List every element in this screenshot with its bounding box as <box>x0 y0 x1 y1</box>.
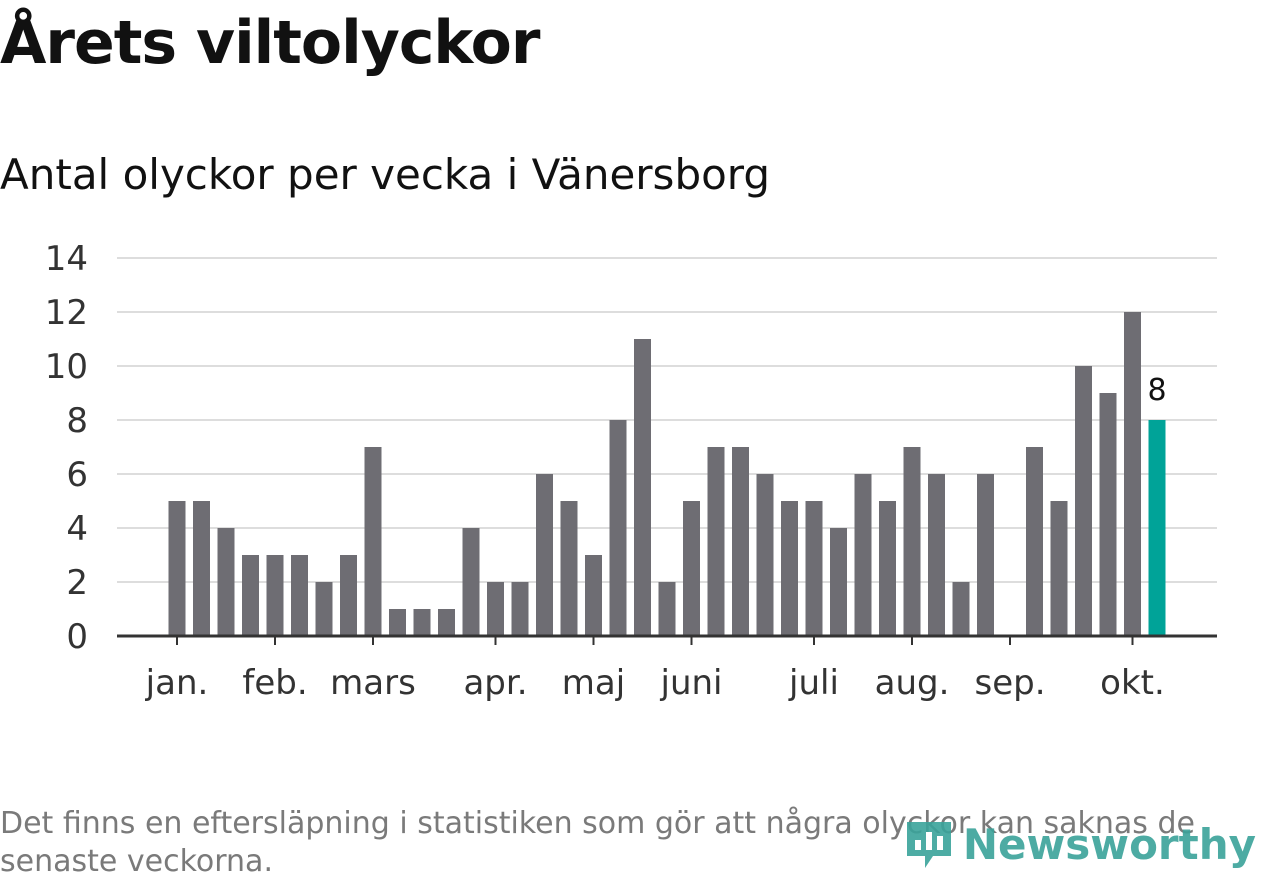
bar <box>707 447 725 636</box>
y-tick-label: 2 <box>66 563 88 603</box>
bar <box>683 501 700 636</box>
bar <box>168 501 186 636</box>
bar <box>560 501 578 636</box>
y-tick-label: 8 <box>66 401 88 441</box>
y-tick-label: 0 <box>66 617 88 657</box>
x-tick-label: okt. <box>1100 663 1165 703</box>
bar <box>781 501 798 636</box>
chart-title: Årets viltolyckor <box>0 8 540 78</box>
bar <box>291 555 308 636</box>
x-tick-label: sep. <box>974 663 1045 703</box>
grid-lines <box>117 257 1217 583</box>
bar <box>389 609 406 636</box>
y-tick-label: 14 <box>45 239 88 279</box>
bars <box>168 312 1166 636</box>
bar <box>487 582 504 636</box>
bar <box>438 609 455 636</box>
bar <box>413 609 431 636</box>
bar <box>928 474 945 636</box>
bar <box>340 555 357 636</box>
bar-chart: 0 2 4 6 8 10 12 14 8 jan. feb. mars apr. maj juni juli a… <box>45 239 1217 703</box>
axes <box>117 634 1217 645</box>
bar <box>658 582 676 636</box>
y-tick-label: 12 <box>45 293 88 333</box>
bar <box>364 447 382 636</box>
y-tick-label: 4 <box>66 509 88 549</box>
bar <box>1075 366 1092 636</box>
x-tick-label: juni <box>660 663 723 703</box>
bar <box>315 582 333 636</box>
bar <box>193 501 210 636</box>
x-tick-label: apr. <box>463 663 527 703</box>
chart-subtitle: Antal olyckor per vecka i Vänersborg <box>0 150 770 199</box>
x-tick-label: mars <box>330 663 416 703</box>
x-tick-label: aug. <box>875 663 950 703</box>
bar <box>903 447 921 636</box>
newsworthy-logo: Newsworthy <box>903 816 1256 872</box>
bar <box>609 420 627 636</box>
bar <box>830 528 847 636</box>
bar <box>952 582 970 636</box>
footnote: Det finns en eftersläpning i statistiken… <box>0 806 1195 879</box>
y-tick-label: 10 <box>45 347 88 387</box>
bar-highlight <box>1148 420 1166 636</box>
bar <box>511 582 529 636</box>
bar <box>242 555 259 636</box>
bar <box>266 555 284 636</box>
bar <box>217 528 235 636</box>
bar <box>1124 312 1141 636</box>
x-tick-label: jan. <box>145 663 209 703</box>
bar <box>536 474 553 636</box>
newsworthy-logo-text: Newsworthy <box>962 819 1256 869</box>
labels: 0 2 4 6 8 10 12 14 8 jan. feb. mars apr. maj juni juli a… <box>45 239 1167 703</box>
bar <box>756 474 774 636</box>
bar <box>634 339 651 636</box>
bar <box>732 447 749 636</box>
x-tick-label: maj <box>562 663 625 703</box>
data-label: 8 <box>1147 373 1166 408</box>
bar <box>462 528 480 636</box>
bar <box>1099 393 1117 636</box>
x-tick-label: juli <box>788 663 839 703</box>
bar <box>854 474 872 636</box>
x-tick-label: feb. <box>242 663 307 703</box>
bar <box>879 501 896 636</box>
bar <box>805 501 823 636</box>
newsworthy-logo-icon <box>906 822 951 868</box>
bar <box>1050 501 1068 636</box>
bar <box>585 555 602 636</box>
bar <box>977 474 994 636</box>
bar <box>1026 447 1043 636</box>
y-tick-label: 6 <box>66 455 88 495</box>
